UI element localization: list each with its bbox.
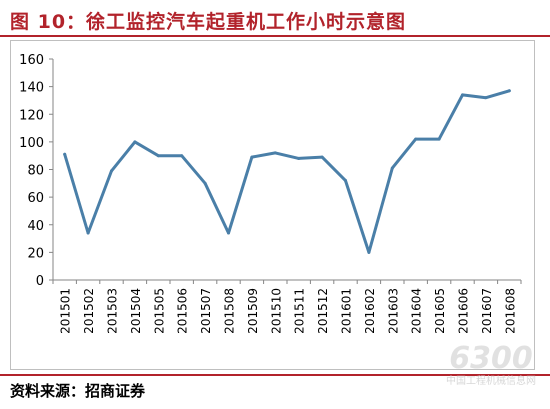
x-tick-label: 201603	[386, 288, 400, 334]
y-tick-label: 140	[19, 81, 44, 96]
x-tick-label: 201511	[293, 288, 307, 334]
x-tick-label: 201509	[246, 288, 260, 334]
data-point	[203, 181, 207, 185]
y-tick-label: 80	[27, 164, 44, 179]
x-tick-label: 201503	[106, 288, 120, 334]
data-point	[133, 140, 137, 144]
data-point	[297, 156, 301, 160]
data-point	[507, 89, 511, 93]
y-tick-label: 20	[27, 246, 44, 261]
data-point	[156, 154, 160, 158]
data-point	[344, 179, 347, 183]
figure-title: 图 10：徐工监控汽车起重机工作小时示意图	[10, 11, 407, 33]
y-tick-label: 60	[27, 191, 44, 206]
y-tick-label: 0	[36, 274, 44, 289]
x-tick-label: 201508	[223, 288, 237, 334]
x-tick-label: 201507	[199, 288, 213, 334]
line-chart: 0 20 40 60 80 100 120 140 160 201501 201502 201503 2…	[19, 53, 522, 334]
data-point	[484, 96, 488, 100]
data-point	[86, 231, 90, 235]
x-tick-label: 201606	[457, 288, 471, 334]
data-point	[63, 152, 67, 156]
data-point	[110, 169, 113, 173]
x-tick-label: 201502	[82, 288, 96, 334]
data-point	[320, 155, 324, 159]
y-tick-label: 160	[19, 53, 44, 68]
data-point	[414, 137, 418, 141]
data-point	[273, 151, 277, 155]
y-tick-label: 40	[27, 219, 44, 234]
x-tick-label: 201604	[410, 288, 424, 334]
x-tick-label: 201602	[363, 288, 377, 334]
data-point	[367, 250, 371, 254]
data-point	[390, 166, 394, 170]
figure-title-bar: 图 10：徐工监控汽车起重机工作小时示意图	[0, 0, 550, 37]
x-tick-label: 201501	[59, 288, 73, 334]
data-point	[437, 137, 441, 141]
data-point	[180, 154, 184, 158]
data-point	[250, 155, 254, 159]
chart-frame: 0 20 40 60 80 100 120 140 160 201501 201502 201503 2…	[10, 40, 535, 370]
y-tick-label: 120	[19, 108, 44, 123]
x-tick-label: 201510	[269, 288, 283, 334]
x-tick-label: 201607	[480, 288, 494, 334]
x-tick-label: 201512	[316, 288, 330, 334]
footer-rule	[0, 374, 550, 376]
x-tick-label: 201504	[129, 288, 143, 334]
x-tick-label: 201605	[433, 288, 447, 334]
data-point	[461, 93, 464, 97]
x-tick-label: 201601	[340, 288, 354, 334]
x-tick-label: 201506	[176, 288, 190, 334]
data-point	[227, 231, 230, 235]
x-tick-label: 201608	[503, 288, 517, 334]
y-tick-label: 100	[19, 136, 44, 151]
series-line	[63, 89, 511, 254]
source-note: 资料来源：招商证券	[10, 382, 146, 400]
x-tick-label: 201505	[152, 288, 166, 334]
